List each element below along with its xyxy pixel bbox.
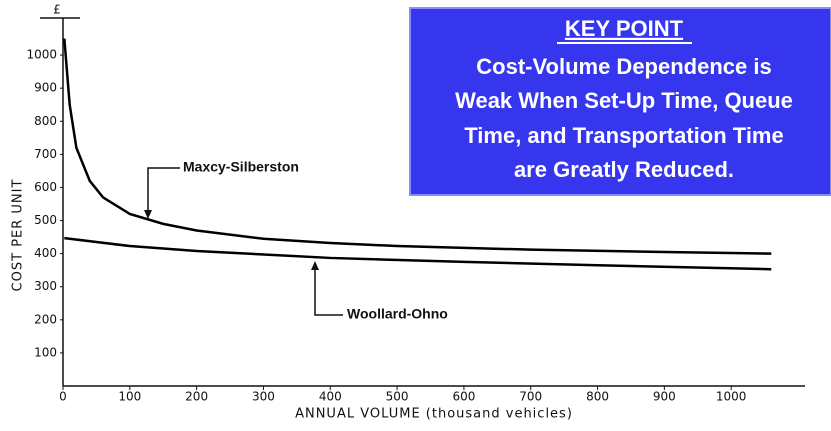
- annotation-arrow: [314, 266, 343, 316]
- x-tick-label: 100: [118, 390, 141, 404]
- y-tick-label: 900: [34, 81, 57, 95]
- x-tick-label: 0: [59, 390, 67, 404]
- series-line: [63, 38, 772, 255]
- annotation: Maxcy-Silberston: [183, 159, 299, 175]
- y-unit: £: [53, 3, 61, 17]
- y-tick-label: 300: [34, 279, 57, 293]
- x-axis-label: ANNUAL VOLUME (thousand vehicles): [295, 407, 573, 422]
- x-tick-label: 800: [586, 390, 609, 404]
- key-line: Weak When Set-Up Time, Queue: [455, 88, 793, 113]
- x-tick-label: 600: [452, 390, 475, 404]
- y-tick-label: 200: [34, 312, 57, 326]
- x-tick-label: 300: [252, 390, 275, 404]
- x-tick-label: 1000: [716, 390, 747, 404]
- y-tick-label: 400: [34, 246, 57, 260]
- annotation: Woollard-Ohno: [347, 306, 448, 322]
- x-tick-label: 700: [519, 390, 542, 404]
- key-line: Cost-Volume Dependence is: [476, 54, 771, 79]
- key-line: Time, and Transportation Time: [464, 123, 783, 148]
- annotation-arrow: [147, 167, 180, 214]
- arrow-head: [144, 210, 152, 219]
- x-tick-label: 900: [653, 390, 676, 404]
- x-tick-label: 500: [386, 390, 409, 404]
- x-tick-label: 400: [319, 390, 342, 404]
- series-line: [64, 236, 772, 271]
- arrow-head: [311, 261, 319, 270]
- y-tick-label: 100: [34, 345, 57, 359]
- y-tick-label: 500: [34, 213, 57, 227]
- key-heading: KEY POINT: [565, 16, 684, 41]
- y-tick-label: 600: [34, 180, 57, 194]
- x-tick-label: 200: [185, 390, 208, 404]
- y-tick-label: 700: [34, 147, 57, 161]
- y-tick-label: 800: [34, 114, 57, 128]
- y-axis-label: COST PER UNIT: [11, 179, 26, 292]
- key-box: [409, 7, 831, 196]
- y-tick-label: 1000: [26, 48, 57, 62]
- key-line: are Greatly Reduced.: [514, 157, 734, 182]
